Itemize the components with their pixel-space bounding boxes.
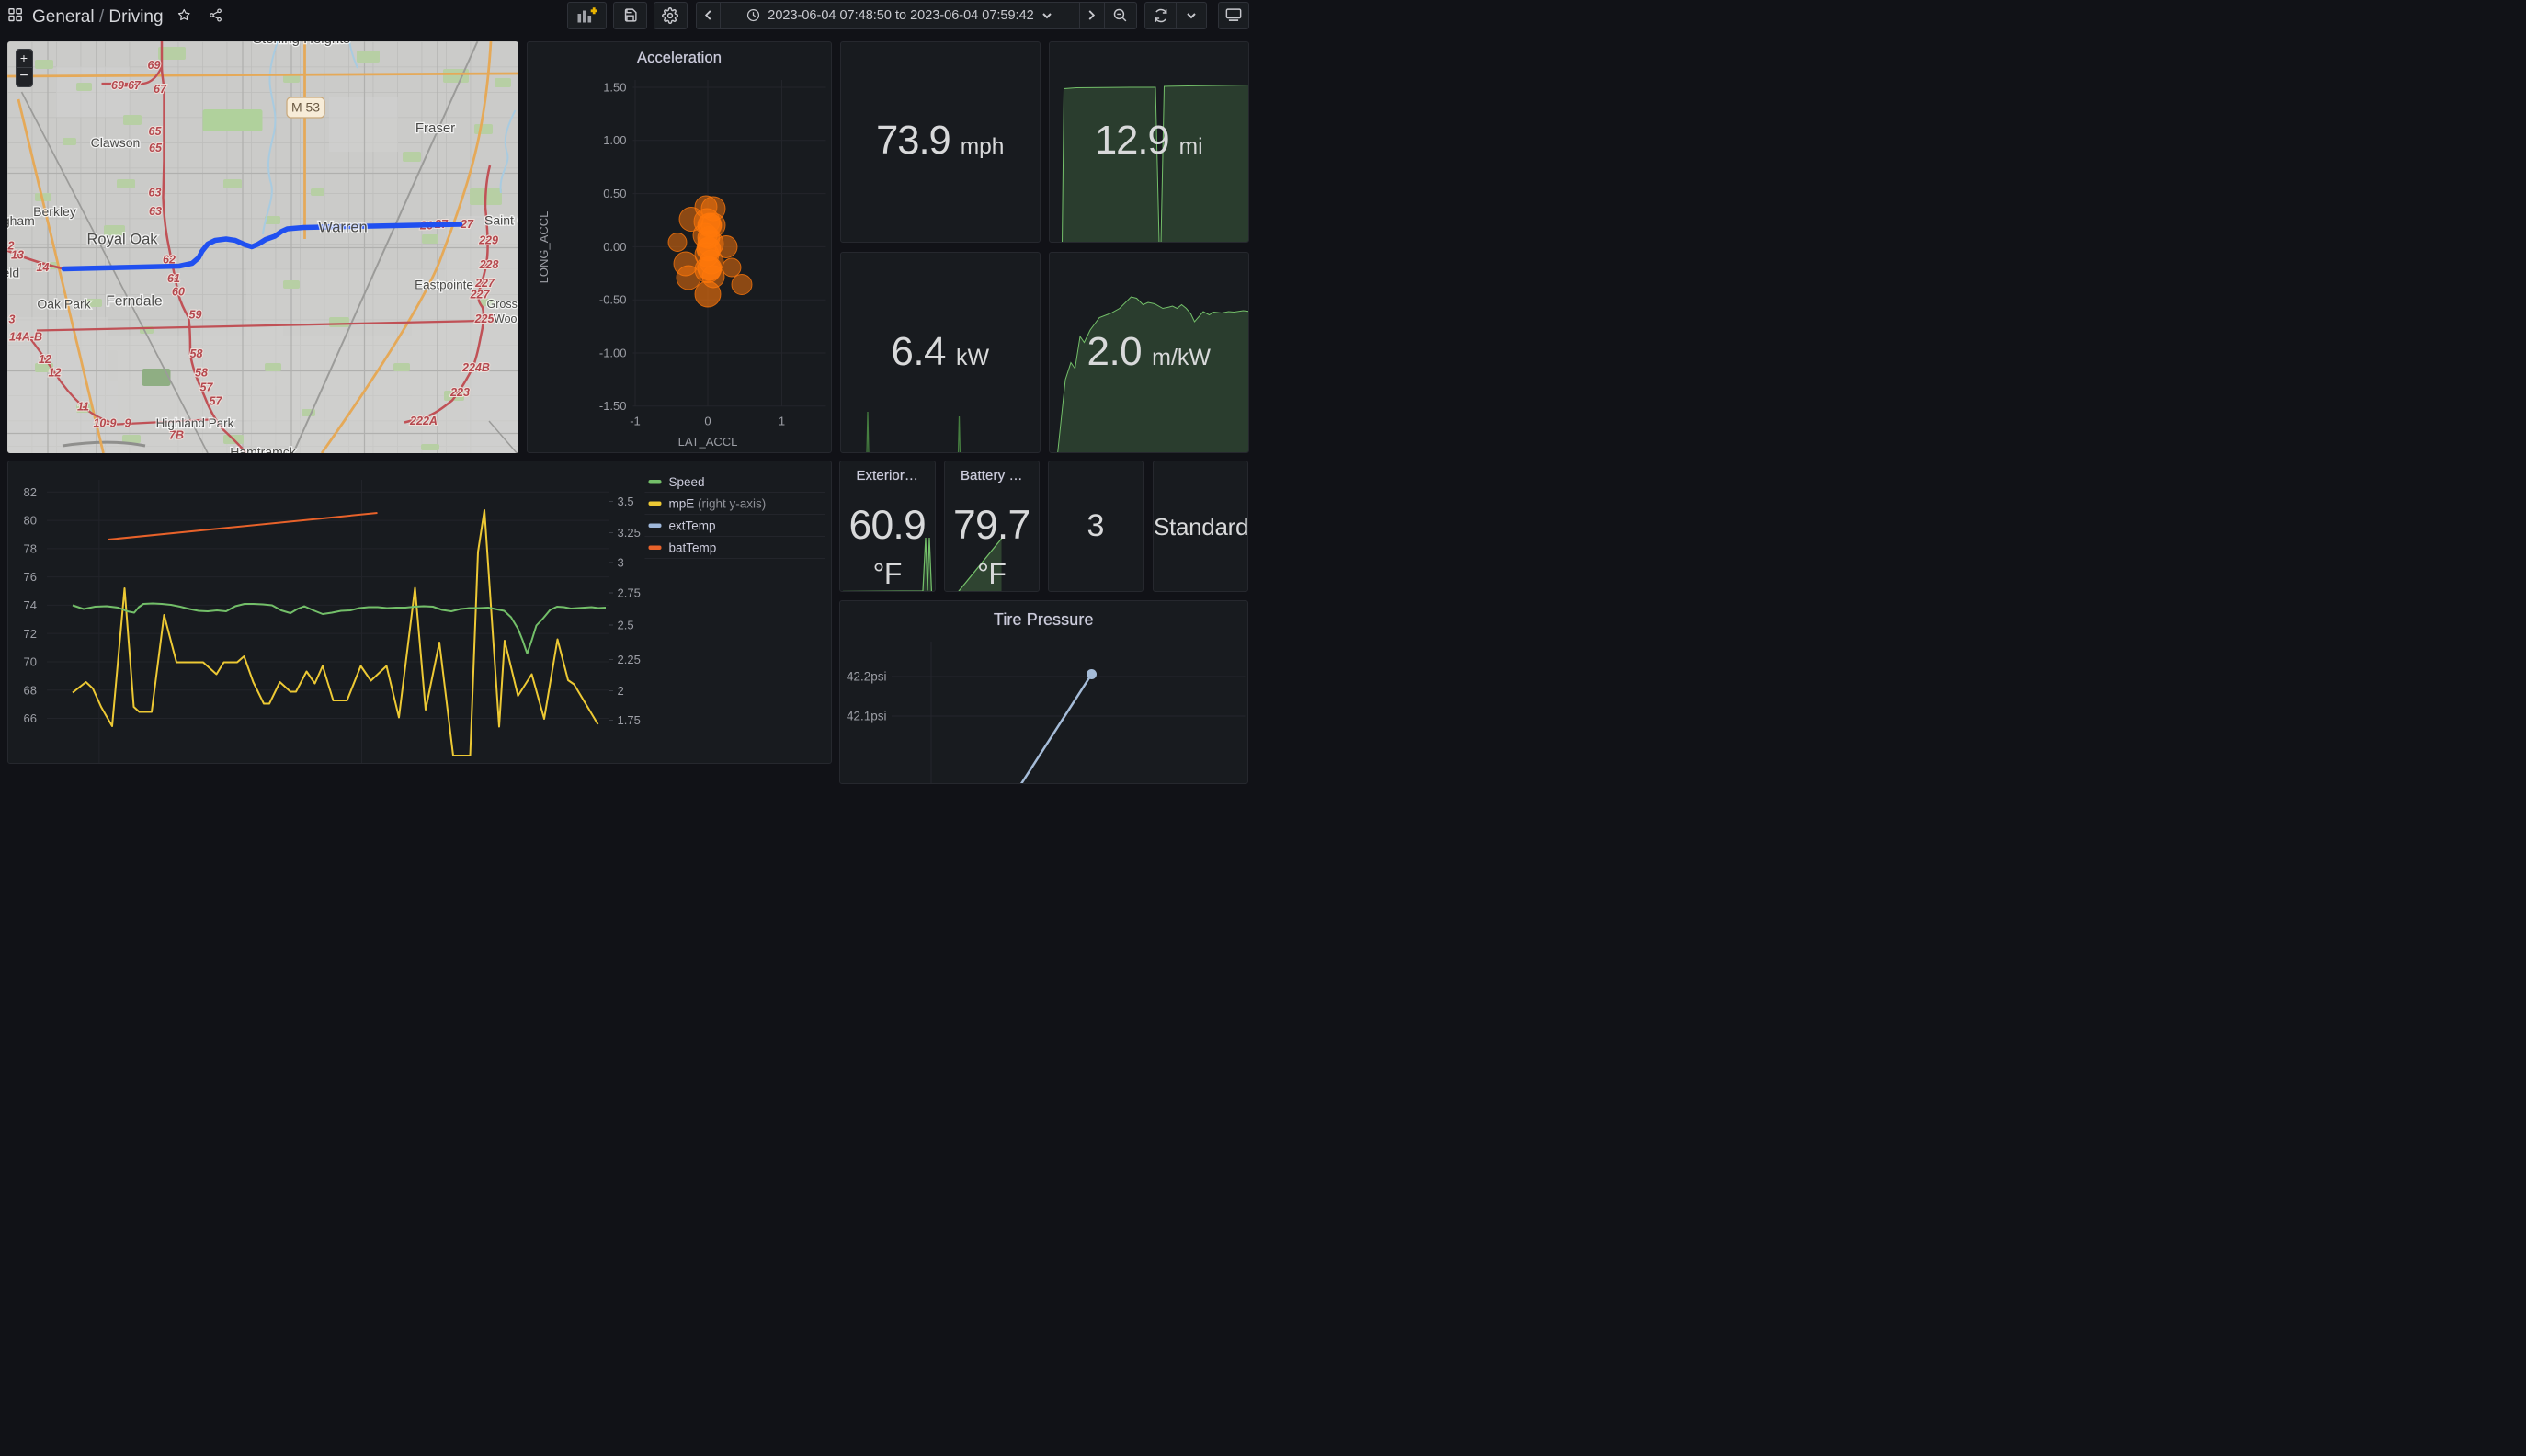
svg-text:-1.50: -1.50 bbox=[599, 399, 627, 413]
svg-text:27: 27 bbox=[460, 218, 474, 231]
svg-text:69: 69 bbox=[148, 59, 161, 72]
svg-text:2.75: 2.75 bbox=[618, 586, 641, 599]
svg-text:Warren: Warren bbox=[318, 219, 367, 235]
svg-text:M 53: M 53 bbox=[291, 99, 320, 114]
svg-text:Highland Park: Highland Park bbox=[156, 416, 234, 430]
svg-text:78: 78 bbox=[24, 541, 37, 555]
svg-text:68: 68 bbox=[24, 683, 37, 697]
svg-text:Wood: Wood bbox=[494, 313, 518, 325]
svg-text:59: 59 bbox=[189, 308, 202, 321]
svg-text:Saint C: Saint C bbox=[484, 212, 518, 227]
svg-text:70: 70 bbox=[24, 654, 37, 668]
svg-text:13: 13 bbox=[11, 248, 24, 261]
svg-text:11: 11 bbox=[77, 400, 89, 413]
svg-text:3.5: 3.5 bbox=[618, 495, 634, 508]
svg-text:-0.50: -0.50 bbox=[599, 292, 627, 306]
svg-text:82: 82 bbox=[24, 485, 37, 499]
svg-text:Clawson: Clawson bbox=[91, 135, 141, 150]
svg-text:Royal Oak: Royal Oak bbox=[86, 231, 158, 247]
svg-text:0.00: 0.00 bbox=[603, 240, 626, 254]
svg-text:76: 76 bbox=[24, 570, 37, 584]
svg-text:61: 61 bbox=[167, 272, 180, 285]
svg-text:Southfield: Southfield bbox=[7, 265, 19, 279]
svg-text:batTemp: batTemp bbox=[669, 540, 717, 554]
svg-text:mpE (right y-axis): mpE (right y-axis) bbox=[669, 496, 767, 510]
svg-text:62: 62 bbox=[163, 253, 176, 266]
svg-text:Grosse Po: Grosse Po bbox=[487, 298, 519, 311]
svg-text:80: 80 bbox=[24, 513, 37, 527]
svg-text:12: 12 bbox=[39, 353, 51, 366]
svg-text:1.50: 1.50 bbox=[603, 80, 626, 94]
svg-text:69-67: 69-67 bbox=[111, 79, 142, 92]
svg-text:66: 66 bbox=[24, 711, 37, 725]
svg-text:Ferndale: Ferndale bbox=[106, 293, 162, 309]
svg-text:12: 12 bbox=[49, 366, 62, 379]
svg-text:Eastpointe: Eastpointe bbox=[415, 278, 473, 291]
svg-text:LAT_ACCL: LAT_ACCL bbox=[678, 435, 738, 449]
svg-text:1: 1 bbox=[779, 414, 785, 427]
svg-text:1.75: 1.75 bbox=[618, 713, 641, 727]
svg-text:-1: -1 bbox=[630, 414, 641, 427]
svg-text:57: 57 bbox=[210, 394, 223, 407]
svg-text:227: 227 bbox=[470, 288, 491, 301]
svg-text:10-9: 10-9 bbox=[93, 416, 116, 429]
svg-text:extTemp: extTemp bbox=[669, 518, 716, 532]
svg-text:2: 2 bbox=[7, 239, 15, 252]
svg-text:Oak Park: Oak Park bbox=[37, 296, 91, 311]
svg-text:42.1psi: 42.1psi bbox=[847, 710, 887, 723]
svg-text:2.5: 2.5 bbox=[618, 618, 634, 631]
svg-text:222A: 222A bbox=[409, 415, 438, 427]
svg-text:3: 3 bbox=[9, 313, 16, 325]
svg-text:227: 227 bbox=[474, 277, 495, 290]
svg-text:Speed: Speed bbox=[669, 475, 705, 489]
svg-text:Fraser: Fraser bbox=[415, 120, 455, 136]
svg-text:60: 60 bbox=[172, 285, 185, 298]
svg-text:Berkley: Berkley bbox=[33, 204, 76, 219]
svg-text:74: 74 bbox=[24, 598, 37, 612]
svg-text:63: 63 bbox=[149, 186, 162, 199]
svg-text:Sterling Heights: Sterling Heights bbox=[253, 41, 350, 47]
svg-text:65: 65 bbox=[149, 142, 163, 154]
svg-text:7B: 7B bbox=[169, 428, 184, 441]
svg-text:2.25: 2.25 bbox=[618, 653, 641, 666]
svg-text:-1.00: -1.00 bbox=[599, 346, 627, 359]
svg-text:67: 67 bbox=[154, 83, 167, 96]
svg-text:14: 14 bbox=[37, 261, 50, 274]
svg-text:0: 0 bbox=[704, 414, 711, 427]
svg-text:1.00: 1.00 bbox=[603, 133, 626, 147]
svg-text:LONG_ACCL: LONG_ACCL bbox=[537, 210, 551, 283]
svg-text:3: 3 bbox=[618, 555, 624, 569]
svg-text:63: 63 bbox=[149, 205, 162, 218]
svg-text:0.50: 0.50 bbox=[603, 187, 626, 200]
svg-text:3.25: 3.25 bbox=[618, 526, 641, 540]
svg-text:229: 229 bbox=[478, 233, 498, 246]
svg-text:42.2psi: 42.2psi bbox=[847, 670, 887, 684]
svg-text:224B: 224B bbox=[461, 361, 490, 374]
svg-text:223: 223 bbox=[449, 386, 470, 399]
svg-text:Hamtramck: Hamtramck bbox=[230, 444, 297, 453]
svg-text:14A-B: 14A-B bbox=[9, 330, 42, 343]
svg-text:9: 9 bbox=[125, 416, 131, 429]
svg-text:2: 2 bbox=[618, 684, 624, 698]
svg-text:57: 57 bbox=[200, 381, 214, 393]
svg-text:58: 58 bbox=[190, 347, 203, 360]
svg-text:228: 228 bbox=[479, 258, 499, 271]
svg-text:72: 72 bbox=[24, 627, 37, 641]
svg-text:Birmingham: Birmingham bbox=[7, 213, 35, 228]
svg-text:65: 65 bbox=[149, 125, 163, 138]
svg-text:225: 225 bbox=[474, 313, 495, 325]
svg-text:58: 58 bbox=[195, 366, 208, 379]
